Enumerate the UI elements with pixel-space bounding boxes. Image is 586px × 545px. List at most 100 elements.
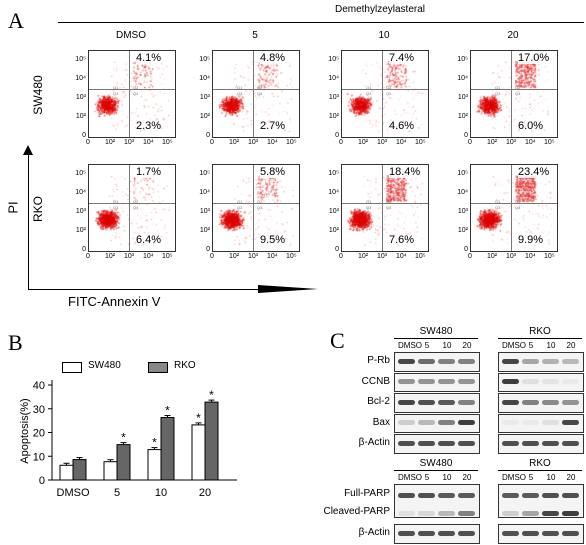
flow-scatter-dots bbox=[89, 165, 175, 251]
protein-band bbox=[438, 420, 455, 426]
protein-band bbox=[542, 379, 559, 385]
protein-band bbox=[398, 511, 415, 516]
quadrant-label: Q3 bbox=[237, 91, 243, 96]
x-tick-label: 10⁵ bbox=[162, 253, 173, 260]
quadrant-label: Q2 bbox=[386, 199, 392, 204]
protein-band bbox=[398, 440, 415, 446]
lane-label: 5 bbox=[424, 473, 430, 482]
x-tick-label: 0 bbox=[86, 139, 90, 146]
y-tick-label: 10³ bbox=[328, 208, 339, 215]
flow-plot: Q1 Q2 Q3 Q4 bbox=[470, 50, 558, 138]
y-tick-label: 10³ bbox=[199, 208, 210, 215]
quadrant-gate-vertical bbox=[511, 165, 512, 251]
quadrant-label: Q4 bbox=[386, 205, 392, 210]
quadrant-label: Q2 bbox=[386, 85, 392, 90]
y-tick-label: 10³ bbox=[328, 94, 339, 101]
quadrant-label: Q1 bbox=[113, 85, 119, 90]
quadrant-label: Q4 bbox=[515, 91, 521, 96]
quadrant-gate-horizontal bbox=[213, 203, 299, 204]
legend-swatch-sw480 bbox=[62, 362, 82, 373]
quadrant-label: Q2 bbox=[515, 85, 521, 90]
panel-a-letter: A bbox=[8, 8, 24, 33]
upper-right-percent: 4.8% bbox=[260, 52, 286, 64]
y-tick-label: 10⁴ bbox=[457, 189, 468, 196]
annexin-axis-arrowhead bbox=[258, 285, 318, 293]
protein-band bbox=[418, 379, 435, 385]
protein-band bbox=[502, 399, 519, 405]
quadrant-label: Q1 bbox=[366, 199, 372, 204]
x-tick-label: 10⁴ bbox=[525, 139, 536, 146]
y-tick-label: 0 bbox=[82, 246, 86, 253]
quadrant-label: Q4 bbox=[257, 91, 263, 96]
blot-membrane bbox=[498, 484, 584, 518]
protein-band bbox=[418, 420, 435, 426]
protein-band bbox=[458, 358, 475, 364]
protein-band bbox=[502, 511, 519, 516]
x-tick-label: 0 bbox=[468, 253, 472, 260]
quadrant-label: Q1 bbox=[113, 199, 119, 204]
lower-right-percent: 2.7% bbox=[260, 120, 286, 132]
x-tick-label: 10³ bbox=[248, 139, 259, 146]
significance-marker: * bbox=[209, 388, 214, 402]
lane-label: 10 bbox=[546, 341, 556, 350]
significance-marker: * bbox=[152, 436, 157, 450]
quadrant-gate-vertical bbox=[129, 165, 130, 251]
blot-group-title: RKO bbox=[529, 458, 551, 469]
flow-plot: Q1 Q2 Q3 Q4 bbox=[470, 164, 558, 252]
quadrant-label: Q4 bbox=[133, 91, 139, 96]
quadrant-gate-horizontal bbox=[342, 203, 428, 204]
blot-group-title: SW480 bbox=[419, 458, 453, 469]
x-tick-label: 10² bbox=[105, 253, 116, 260]
y-tick-label: 10⁴ bbox=[75, 75, 86, 82]
blot-membrane bbox=[394, 524, 480, 544]
y-tick-label: 10⁴ bbox=[328, 75, 339, 82]
protein-band bbox=[458, 399, 475, 405]
x-tick-label: 10³ bbox=[248, 253, 259, 260]
bar-sw480 bbox=[103, 461, 118, 481]
lane-label: DMSO bbox=[502, 473, 526, 482]
dose-header: 20 bbox=[507, 30, 519, 41]
protein-band bbox=[562, 511, 579, 516]
quadrant-gate-horizontal bbox=[471, 203, 557, 204]
lane-label: 20 bbox=[566, 341, 576, 350]
quadrant-gate-horizontal bbox=[89, 203, 175, 204]
blot-membrane bbox=[394, 352, 480, 372]
lower-right-percent: 6.4% bbox=[136, 234, 162, 246]
protein-band bbox=[458, 440, 475, 446]
protein-label: Full-PARP bbox=[344, 488, 390, 499]
y-tick-label: 30 bbox=[33, 404, 45, 416]
y-tick-label: 10⁵ bbox=[328, 170, 339, 177]
blot-membrane bbox=[394, 434, 480, 454]
protein-band bbox=[398, 358, 415, 364]
y-tick-label: 10³ bbox=[457, 208, 468, 215]
protein-band bbox=[458, 420, 475, 426]
bar-sw480 bbox=[59, 464, 74, 481]
dose-header: 5 bbox=[252, 30, 258, 41]
flow-plot: Q1 Q2 Q3 Q4 bbox=[212, 164, 300, 252]
quadrant-label: Q2 bbox=[133, 85, 139, 90]
quadrant-label: Q3 bbox=[237, 205, 243, 210]
protein-band bbox=[438, 440, 455, 446]
blot-membrane bbox=[498, 524, 584, 544]
y-tick-label: 10² bbox=[328, 113, 339, 120]
significance-marker: * bbox=[165, 404, 170, 418]
protein-band bbox=[398, 420, 415, 426]
x-tick-label: 0 bbox=[339, 139, 343, 146]
protein-band bbox=[502, 493, 519, 498]
y-tick-label: 10² bbox=[199, 113, 210, 120]
quadrant-label: Q4 bbox=[257, 205, 263, 210]
lane-label: DMSO bbox=[502, 341, 526, 350]
protein-band bbox=[418, 531, 435, 536]
protein-band bbox=[522, 420, 539, 426]
quadrant-label: Q2 bbox=[515, 199, 521, 204]
flow-scatter-dots bbox=[213, 51, 299, 137]
quadrant-label: Q3 bbox=[495, 205, 501, 210]
blot-membrane bbox=[498, 434, 584, 454]
protein-label: β-Actin bbox=[358, 437, 390, 448]
quadrant-label: Q4 bbox=[515, 205, 521, 210]
lower-right-percent: 9.5% bbox=[260, 234, 286, 246]
apoptosis-bar-chart: 0 10 20 30 40 DMSO 5 * 10 * * 20 * * bbox=[33, 380, 237, 499]
protein-band bbox=[522, 511, 539, 516]
quadrant-label: Q3 bbox=[495, 91, 501, 96]
flow-scatter-dots bbox=[89, 51, 175, 137]
